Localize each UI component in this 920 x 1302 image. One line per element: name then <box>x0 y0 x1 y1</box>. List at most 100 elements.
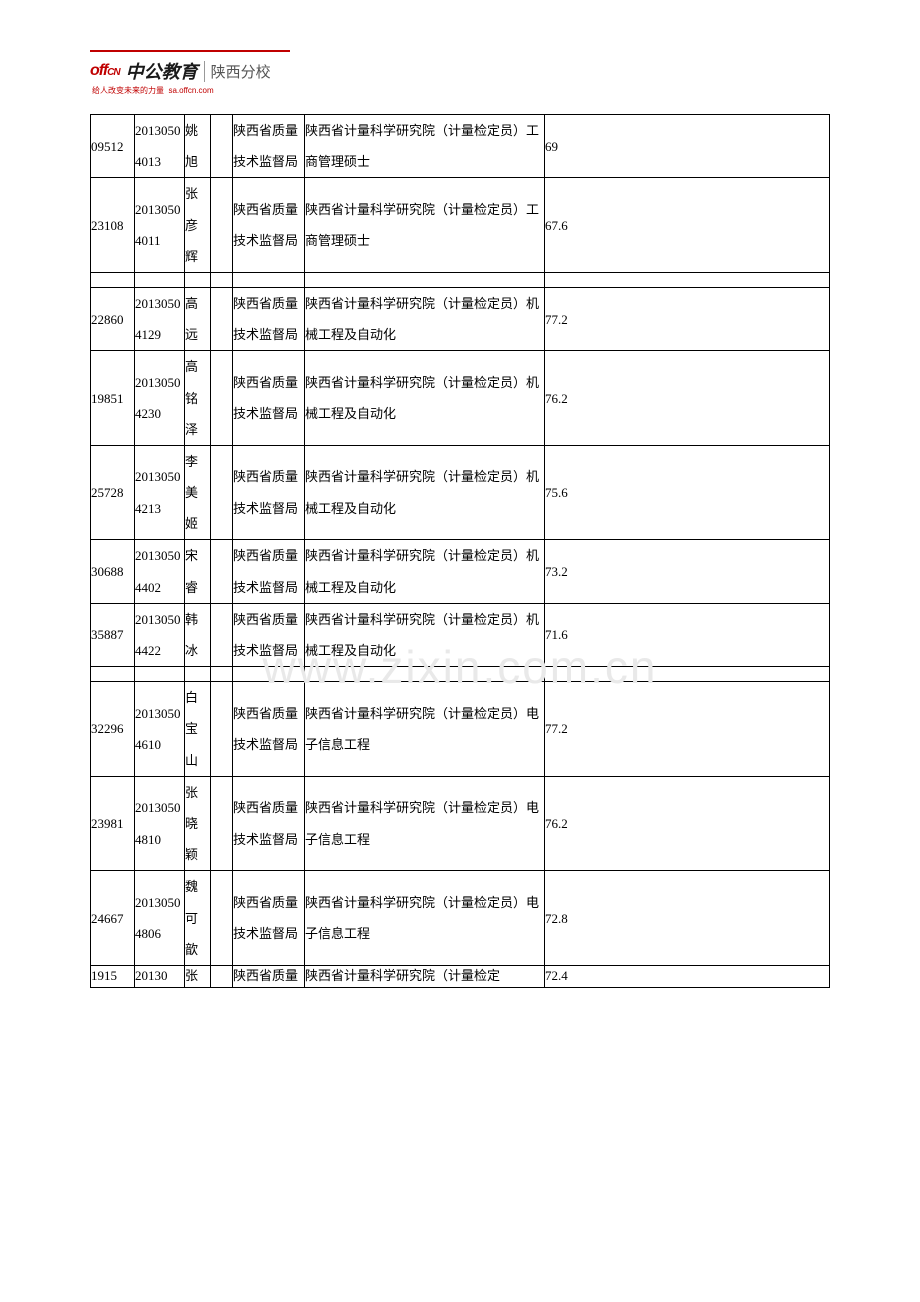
score-cell: 76.2 <box>545 776 830 871</box>
code-cell: 20130 <box>135 965 185 987</box>
dept-cell: 陕西省质量技术监督局 <box>233 776 305 871</box>
blank-cell <box>211 603 233 666</box>
table-row <box>91 272 830 287</box>
name-cell: 张 <box>185 965 211 987</box>
dept-cell: 陕西省质量技术监督局 <box>233 115 305 178</box>
spacer-cell <box>305 667 545 682</box>
spacer-cell <box>185 667 211 682</box>
spacer-cell <box>211 667 233 682</box>
table-row: 2310820130504011张彦辉陕西省质量技术监督局陕西省计量科学研究院（… <box>91 178 830 273</box>
blank-cell <box>211 445 233 540</box>
score-cell: 72.8 <box>545 871 830 966</box>
spacer-cell <box>305 272 545 287</box>
name-cell: 李美姬 <box>185 445 211 540</box>
logo: offCN 中公教育 陕西分校 <box>90 58 290 84</box>
name-cell: 高铭泽 <box>185 351 211 446</box>
score-cell: 71.6 <box>545 603 830 666</box>
spacer-cell <box>135 272 185 287</box>
blank-cell <box>211 776 233 871</box>
dept-cell: 陕西省质量技术监督局 <box>233 871 305 966</box>
seq-cell: 35887 <box>91 603 135 666</box>
spacer-cell <box>233 667 305 682</box>
code-cell: 20130504422 <box>135 603 185 666</box>
score-cell: 67.6 <box>545 178 830 273</box>
code-cell: 20130504402 <box>135 540 185 603</box>
code-cell: 20130504213 <box>135 445 185 540</box>
position-cell: 陕西省计量科学研究院（计量检定员）工商管理硕士 <box>305 115 545 178</box>
seq-cell: 22860 <box>91 287 135 350</box>
branch-name: 陕西分校 <box>204 61 271 82</box>
seq-cell: 09512 <box>91 115 135 178</box>
position-cell: 陕西省计量科学研究院（计量检定员）机械工程及自动化 <box>305 445 545 540</box>
position-cell: 陕西省计量科学研究院（计量检定员）机械工程及自动化 <box>305 603 545 666</box>
table-row: 191520130张陕西省质量陕西省计量科学研究院（计量检定72.4 <box>91 965 830 987</box>
table-row: 2466720130504806魏可歆陕西省质量技术监督局陕西省计量科学研究院（… <box>91 871 830 966</box>
position-cell: 陕西省计量科学研究院（计量检定 <box>305 965 545 987</box>
seq-cell: 25728 <box>91 445 135 540</box>
name-cell: 张彦辉 <box>185 178 211 273</box>
seq-cell: 23108 <box>91 178 135 273</box>
results-table: 0951220130504013姚旭陕西省质量技术监督局陕西省计量科学研究院（计… <box>90 114 830 988</box>
blank-cell <box>211 965 233 987</box>
code-cell: 20130504806 <box>135 871 185 966</box>
dept-cell: 陕西省质量技术监督局 <box>233 540 305 603</box>
seq-cell: 30688 <box>91 540 135 603</box>
position-cell: 陕西省计量科学研究院（计量检定员）电子信息工程 <box>305 871 545 966</box>
seq-cell: 32296 <box>91 682 135 777</box>
name-cell: 魏可歆 <box>185 871 211 966</box>
name-cell: 白宝山 <box>185 682 211 777</box>
code-cell: 20130504013 <box>135 115 185 178</box>
table-row: 2398120130504810张晓颖陕西省质量技术监督局陕西省计量科学研究院（… <box>91 776 830 871</box>
spacer-cell <box>91 667 135 682</box>
code-cell: 20130504810 <box>135 776 185 871</box>
seq-cell: 19851 <box>91 351 135 446</box>
code-cell: 20130504610 <box>135 682 185 777</box>
score-cell: 72.4 <box>545 965 830 987</box>
position-cell: 陕西省计量科学研究院（计量检定员）机械工程及自动化 <box>305 351 545 446</box>
page-header: offCN 中公教育 陕西分校 给人改变未来的力量 sa.offcn.com <box>90 50 290 96</box>
table-row: 3229620130504610白宝山陕西省质量技术监督局陕西省计量科学研究院（… <box>91 682 830 777</box>
table-row: 2286020130504129高远陕西省质量技术监督局陕西省计量科学研究院（计… <box>91 287 830 350</box>
score-cell: 77.2 <box>545 287 830 350</box>
spacer-cell <box>545 272 830 287</box>
spacer-cell <box>211 272 233 287</box>
seq-cell: 1915 <box>91 965 135 987</box>
dept-cell: 陕西省质量技术监督局 <box>233 351 305 446</box>
dept-cell: 陕西省质量技术监督局 <box>233 178 305 273</box>
blank-cell <box>211 871 233 966</box>
position-cell: 陕西省计量科学研究院（计量检定员）机械工程及自动化 <box>305 287 545 350</box>
spacer-cell <box>185 272 211 287</box>
position-cell: 陕西省计量科学研究院（计量检定员）电子信息工程 <box>305 682 545 777</box>
seq-cell: 23981 <box>91 776 135 871</box>
table-row <box>91 667 830 682</box>
code-cell: 20130504011 <box>135 178 185 273</box>
tagline: 给人改变未来的力量 sa.offcn.com <box>92 85 290 96</box>
name-cell: 姚旭 <box>185 115 211 178</box>
name-cell: 张晓颖 <box>185 776 211 871</box>
blank-cell <box>211 682 233 777</box>
dept-cell: 陕西省质量技术监督局 <box>233 287 305 350</box>
score-cell: 77.2 <box>545 682 830 777</box>
table-row: 3068820130504402宋睿陕西省质量技术监督局陕西省计量科学研究院（计… <box>91 540 830 603</box>
seq-cell: 24667 <box>91 871 135 966</box>
blank-cell <box>211 351 233 446</box>
position-cell: 陕西省计量科学研究院（计量检定员）机械工程及自动化 <box>305 540 545 603</box>
spacer-cell <box>91 272 135 287</box>
blank-cell <box>211 115 233 178</box>
name-cell: 韩冰 <box>185 603 211 666</box>
blank-cell <box>211 287 233 350</box>
table-row: 2572820130504213李美姬陕西省质量技术监督局陕西省计量科学研究院（… <box>91 445 830 540</box>
dept-cell: 陕西省质量技术监督局 <box>233 603 305 666</box>
table-row: 1985120130504230高铭泽陕西省质量技术监督局陕西省计量科学研究院（… <box>91 351 830 446</box>
score-cell: 73.2 <box>545 540 830 603</box>
score-cell: 76.2 <box>545 351 830 446</box>
position-cell: 陕西省计量科学研究院（计量检定员）电子信息工程 <box>305 776 545 871</box>
name-cell: 高远 <box>185 287 211 350</box>
dept-cell: 陕西省质量技术监督局 <box>233 445 305 540</box>
dept-cell: 陕西省质量 <box>233 965 305 987</box>
blank-cell <box>211 540 233 603</box>
blank-cell <box>211 178 233 273</box>
score-cell: 69 <box>545 115 830 178</box>
logo-swoosh: offCN <box>90 62 120 80</box>
table-row: 0951220130504013姚旭陕西省质量技术监督局陕西省计量科学研究院（计… <box>91 115 830 178</box>
